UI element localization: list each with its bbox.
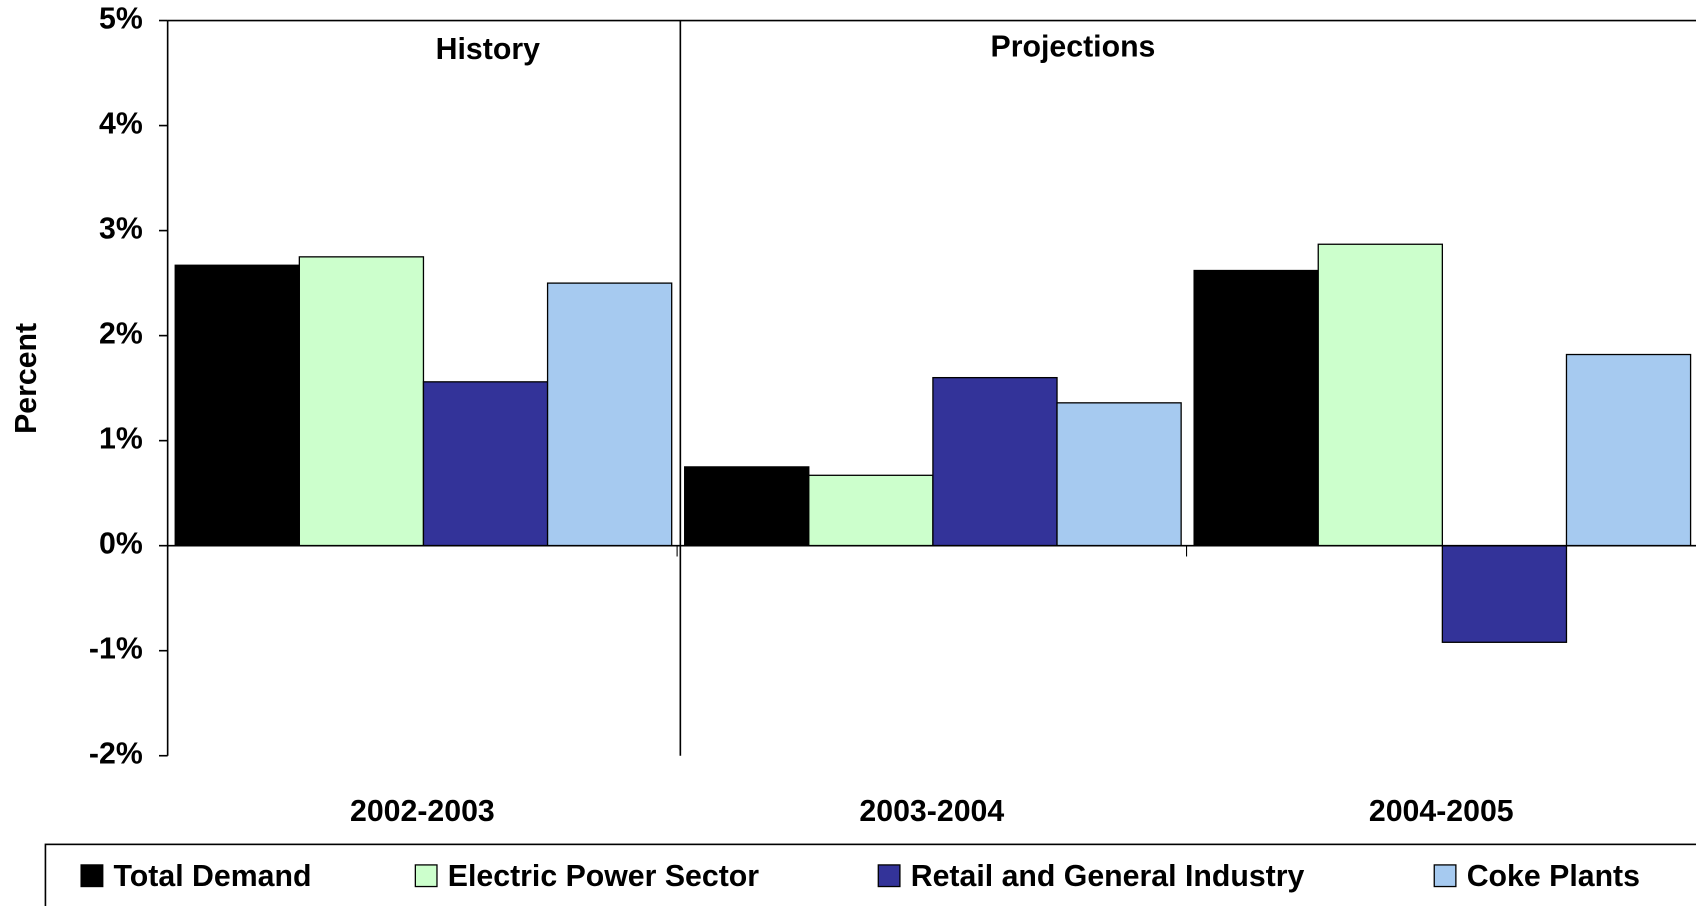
bar	[1317, 243, 1444, 547]
y-tick-label: 5%	[99, 3, 143, 36]
y-axis-label: Percent	[10, 323, 43, 434]
legend-label: Total Demand	[114, 860, 312, 893]
annotation: History	[436, 33, 540, 66]
legend-swatch	[414, 864, 438, 888]
y-tick-label: 2%	[99, 318, 143, 351]
bar	[684, 466, 810, 547]
legend-label: Electric Power Sector	[448, 860, 759, 893]
y-tick-label: -1%	[89, 633, 143, 666]
bar	[1565, 353, 1692, 547]
x-tick-label: 2004-2005	[1369, 795, 1514, 828]
bar	[1441, 545, 1568, 643]
bar	[298, 256, 425, 547]
y-tick-label: -2%	[89, 738, 143, 771]
legend-swatch	[1433, 864, 1457, 888]
bar	[422, 381, 549, 547]
legend-label: Retail and General Industry	[911, 860, 1305, 893]
x-tick-label: 2003-2004	[859, 795, 1004, 828]
bar	[1056, 402, 1182, 547]
bar	[174, 264, 300, 547]
legend-swatch	[80, 864, 104, 888]
bar	[1193, 269, 1319, 547]
y-tick-label: 1%	[99, 423, 143, 456]
y-tick-label: 3%	[99, 213, 143, 246]
legend-swatch	[877, 864, 901, 888]
x-tick-label: 2002-2003	[350, 795, 495, 828]
bar	[808, 474, 934, 547]
legend-label: Coke Plants	[1467, 860, 1640, 893]
bar	[932, 376, 1058, 547]
annotation: Projections	[991, 31, 1156, 64]
legend-box	[44, 843, 1696, 906]
bar	[546, 282, 673, 547]
y-tick-label: 0%	[99, 528, 143, 561]
y-tick-label: 4%	[99, 108, 143, 141]
